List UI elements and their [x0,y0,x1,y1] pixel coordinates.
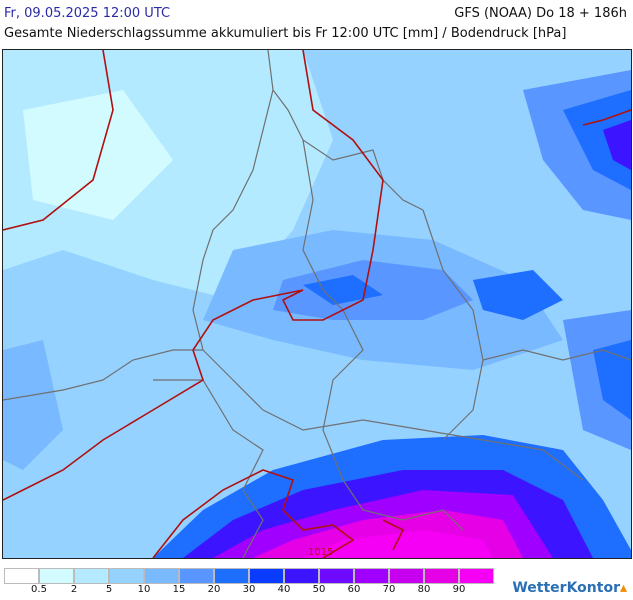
legend-tick-label: 30 [242,584,256,595]
legend-tick-label: 20 [207,584,221,595]
brand-logo: WetterKontor▴ [512,580,627,596]
legend-tick-label: 2 [70,584,78,595]
precip-east-core [593,340,631,420]
valid-datetime: Fr, 09.05.2025 12:00 UTC [4,6,171,21]
legend-swatch [319,568,354,584]
legend-swatch [459,568,494,584]
isobars [3,50,631,558]
legend-tick-label: 80 [417,584,431,595]
legend-swatch [424,568,459,584]
precip-core-east [473,270,563,320]
legend-swatch [389,568,424,584]
legend-tick-label: 60 [347,584,361,595]
precipitation-map: 1015 [2,49,632,559]
precip-legend [4,568,494,584]
legend-tick-label: 50 [312,584,326,595]
legend-swatch [214,568,249,584]
legend-swatch [249,568,284,584]
model-run: GFS (NOAA) Do 18 + 186h [454,6,627,21]
legend-tick-label: 40 [277,584,291,595]
legend-swatch [74,568,109,584]
precip-ne-max [603,120,631,170]
legend-tick-label: 5 [105,584,113,595]
precip-west [3,340,63,470]
precip-ne-core [563,90,631,190]
legend-swatch [179,568,214,584]
legend-ticks: 0.5 2 5 10 15 20 30 40 50 60 70 80 90 [4,584,504,598]
legend-swatch [39,568,74,584]
legend-swatch [4,568,39,584]
legend-tick-label: 0.5 [31,584,47,595]
precip-alps-max [303,530,493,558]
brand-name: WetterKontor [512,580,620,596]
legend-tick-label: 10 [137,584,151,595]
legend-tick-label: 15 [172,584,186,595]
legend-tick-label: 90 [452,584,466,595]
precip-lightest-patch [23,90,173,220]
legend-swatch [284,568,319,584]
legend-swatch [109,568,144,584]
legend-swatch [354,568,389,584]
legend-swatch [144,568,179,584]
map-svg: 1015 [3,50,631,558]
legend-tick-label: 70 [382,584,396,595]
map-subtitle: Gesamte Niederschlagssumme akkumuliert b… [4,26,567,41]
brand-mark-icon: ▴ [619,580,627,596]
isobar-label: 1015 [308,547,333,558]
